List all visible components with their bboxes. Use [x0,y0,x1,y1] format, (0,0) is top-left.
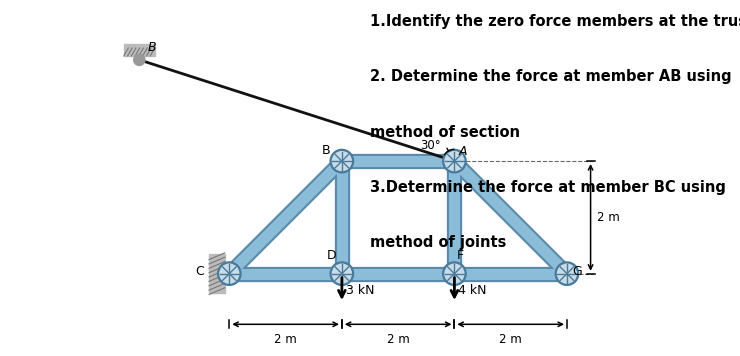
Circle shape [134,54,145,66]
Circle shape [220,264,239,283]
Bar [209,254,225,293]
Circle shape [445,152,464,171]
Text: B: B [147,41,156,54]
Text: F: F [457,250,464,262]
Circle shape [555,262,579,286]
Circle shape [557,264,576,283]
Text: 2 m: 2 m [275,333,297,346]
Text: 30°: 30° [420,139,441,152]
Text: method of joints: method of joints [370,235,506,250]
Circle shape [332,264,351,283]
Circle shape [330,262,354,286]
Text: 2. Determine the force at member AB using: 2. Determine the force at member AB usin… [370,69,732,84]
Text: 2 m: 2 m [387,333,409,346]
Text: 2 m: 2 m [597,211,620,224]
Text: 3 kN: 3 kN [346,284,374,297]
Text: G: G [573,266,582,278]
Text: B: B [322,143,331,157]
Text: 2 m: 2 m [500,333,522,346]
Text: A: A [459,145,468,158]
Bar [124,44,155,57]
Circle shape [218,262,241,286]
Text: C: C [195,266,204,278]
Circle shape [443,262,466,286]
Text: 3.Determine the force at member BC using: 3.Determine the force at member BC using [370,180,726,195]
Text: D: D [326,250,336,262]
Circle shape [443,150,466,173]
Text: method of section: method of section [370,125,520,140]
Text: 1.Identify the zero force members at the truss: 1.Identify the zero force members at the… [370,14,740,29]
Circle shape [330,150,354,173]
Text: 4 kN: 4 kN [458,284,487,297]
Circle shape [445,264,464,283]
Polygon shape [225,265,229,283]
Circle shape [332,152,351,171]
